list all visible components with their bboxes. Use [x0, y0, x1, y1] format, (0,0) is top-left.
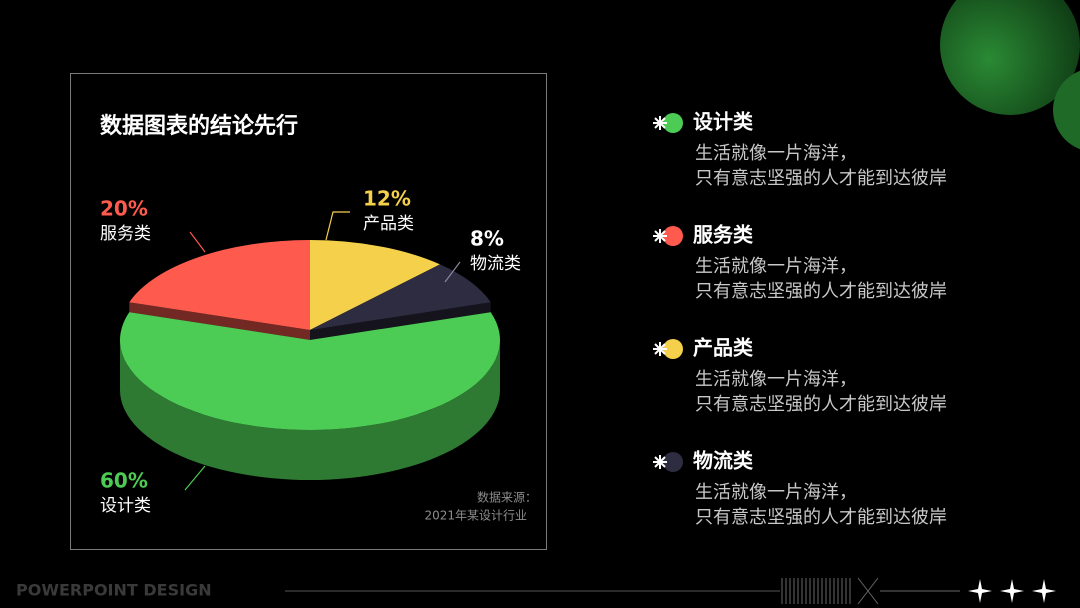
slice — [310, 240, 441, 330]
legend-note: 生活就像一片海洋， — [695, 256, 857, 277]
footer: POWERPOINT DESIGN — [16, 581, 212, 600]
decor-circle — [940, 0, 1080, 115]
legend: 设计类生活就像一片海洋，只有意志坚强的人才能到达彼岸服务类生活就像一片海洋，只有… — [653, 110, 947, 528]
legend-label: 物流类 — [693, 449, 753, 473]
slice-side — [120, 340, 500, 480]
legend-note: 生活就像一片海洋， — [695, 143, 857, 164]
stars — [968, 579, 1056, 603]
legend-note: 只有意志坚强的人才能到达彼岸 — [695, 168, 947, 189]
legend-dot — [663, 452, 683, 472]
footer-decor — [781, 577, 960, 605]
category-label: 产品类 — [363, 214, 414, 234]
legend-note: 只有意志坚强的人才能到达彼岸 — [695, 507, 947, 528]
legend-dot — [663, 339, 683, 359]
decor-circle — [1053, 70, 1080, 150]
legend-note: 只有意志坚强的人才能到达彼岸 — [695, 281, 947, 302]
leaders — [184, 211, 461, 491]
chart-frame — [70, 73, 547, 550]
category-label: 服务类 — [100, 224, 151, 244]
value-label: 8% — [470, 227, 504, 251]
value-label: 20% — [100, 197, 148, 221]
legend-dot — [663, 226, 683, 246]
legend-asterisk — [653, 342, 667, 356]
legend-asterisk — [653, 116, 667, 130]
category-label: 设计类 — [100, 496, 151, 516]
source: 数据来源： — [477, 490, 537, 505]
legend-label: 产品类 — [693, 336, 753, 360]
legend-dot — [663, 113, 683, 133]
slice — [129, 240, 310, 330]
legend-note: 生活就像一片海洋， — [695, 482, 857, 503]
value-label: 60% — [100, 469, 148, 493]
legend-asterisk — [653, 455, 667, 469]
legend-label: 设计类 — [693, 110, 753, 134]
legend-label: 服务类 — [693, 223, 753, 247]
legend-asterisk — [653, 229, 667, 243]
legend-note: 生活就像一片海洋， — [695, 369, 857, 390]
category-label: 物流类 — [470, 254, 521, 274]
value-label: 12% — [363, 187, 411, 211]
chart-title: 数据图表的结论先行 — [100, 113, 298, 139]
legend-note: 只有意志坚强的人才能到达彼岸 — [695, 394, 947, 415]
slice — [119, 312, 500, 430]
source: 2021年某设计行业 — [424, 509, 527, 523]
pie — [119, 240, 500, 480]
labels: 60% 设计类 20% 服务类 12% 产品类 8% 物流类 — [100, 187, 521, 517]
